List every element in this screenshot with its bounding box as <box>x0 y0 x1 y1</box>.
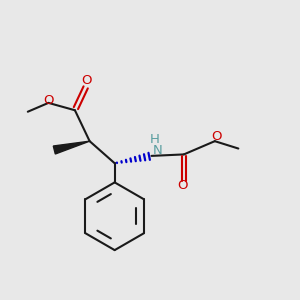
Text: O: O <box>43 94 54 107</box>
Text: H: H <box>149 133 159 146</box>
Polygon shape <box>53 141 90 154</box>
Text: O: O <box>177 179 188 192</box>
Text: O: O <box>211 130 221 143</box>
Text: O: O <box>81 74 92 87</box>
Text: N: N <box>153 144 163 157</box>
